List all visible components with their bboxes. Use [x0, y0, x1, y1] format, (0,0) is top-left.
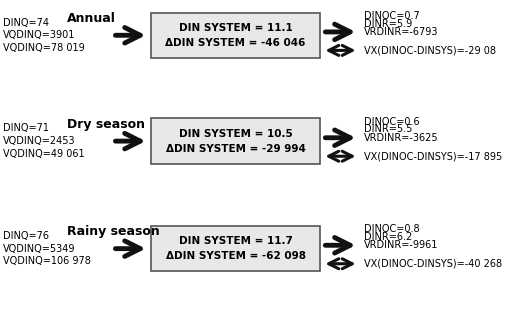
Text: Annual: Annual: [67, 12, 115, 25]
Text: DIN SYSTEM = 11.7: DIN SYSTEM = 11.7: [179, 236, 292, 246]
Text: VRDINR=-9961: VRDINR=-9961: [364, 240, 438, 250]
Text: DINR=5.5: DINR=5.5: [364, 124, 412, 134]
Text: DINOC=0.7: DINOC=0.7: [364, 11, 419, 21]
Text: VX(DINOC-DINSYS)=-17 895: VX(DINOC-DINSYS)=-17 895: [364, 151, 502, 161]
Text: VQDINQ=2453: VQDINQ=2453: [3, 136, 75, 146]
Text: DINQ=74: DINQ=74: [3, 17, 49, 28]
Text: VQDINQ=5349: VQDINQ=5349: [3, 244, 75, 254]
Text: DINOC=0.8: DINOC=0.8: [364, 224, 419, 234]
Text: ΔDIN SYSTEM = -46 046: ΔDIN SYSTEM = -46 046: [165, 38, 306, 48]
Text: VX(DINOC-DINSYS)=-29 08: VX(DINOC-DINSYS)=-29 08: [364, 45, 496, 55]
Text: VQDINQ=49 061: VQDINQ=49 061: [3, 149, 84, 159]
Text: DIN SYSTEM = 10.5: DIN SYSTEM = 10.5: [179, 129, 292, 139]
Text: DINR=5.9: DINR=5.9: [364, 18, 412, 29]
FancyBboxPatch shape: [151, 118, 320, 164]
Text: VQDINQ=3901: VQDINQ=3901: [3, 30, 75, 40]
Text: DINOC=0.6: DINOC=0.6: [364, 117, 419, 127]
Text: DINQ=71: DINQ=71: [3, 123, 49, 133]
Text: DINQ=76: DINQ=76: [3, 231, 49, 241]
Text: DIN SYSTEM = 11.1: DIN SYSTEM = 11.1: [179, 23, 292, 33]
FancyBboxPatch shape: [151, 226, 320, 271]
Text: VQDINQ=106 978: VQDINQ=106 978: [3, 256, 91, 266]
Text: Dry season: Dry season: [67, 118, 144, 131]
Text: VRDINR=-3625: VRDINR=-3625: [364, 133, 438, 143]
Text: ΔDIN SYSTEM = -29 994: ΔDIN SYSTEM = -29 994: [165, 143, 306, 154]
Text: ΔDIN SYSTEM = -62 098: ΔDIN SYSTEM = -62 098: [165, 251, 306, 261]
Text: VQDINQ=78 019: VQDINQ=78 019: [3, 43, 84, 53]
Text: VX(DINOC-DINSYS)=-40 268: VX(DINOC-DINSYS)=-40 268: [364, 259, 502, 269]
Text: DINR=6.2: DINR=6.2: [364, 232, 412, 242]
FancyBboxPatch shape: [151, 12, 320, 58]
Text: Rainy season: Rainy season: [67, 225, 159, 238]
Text: VRDINR=-6793: VRDINR=-6793: [364, 27, 438, 37]
